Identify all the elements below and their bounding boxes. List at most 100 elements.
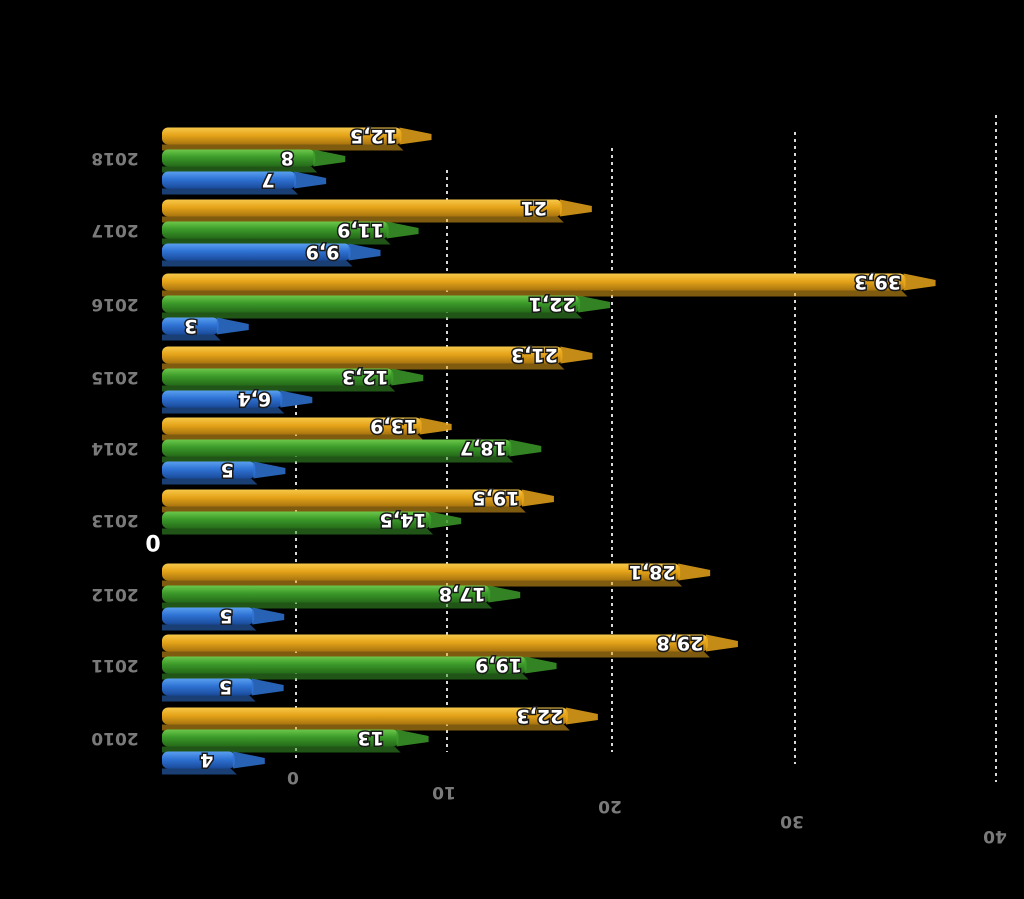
bar-depth-blue: [162, 695, 256, 702]
category-label-2011: 2011: [91, 655, 138, 675]
data-label-green: 11,9: [337, 219, 384, 241]
data-label-orange: 21: [521, 197, 547, 219]
data-label-orange: 12,5: [350, 125, 397, 147]
bar-blue-2017: [162, 243, 381, 267]
bar-face-green: [162, 656, 527, 674]
bar-depth-blue: [162, 334, 221, 341]
bar-face-orange: [162, 346, 563, 364]
bar-green-2014: [162, 439, 542, 463]
category-label-2013: 2013: [91, 510, 138, 530]
bar-depth-blue: [162, 260, 353, 267]
bar-cap-blue: [216, 317, 249, 335]
bar-face-orange: [162, 273, 906, 291]
bar-face-blue: [162, 678, 254, 696]
bar-cap-blue: [294, 171, 327, 189]
bar-cap-orange: [399, 127, 432, 145]
bar-depth-orange: [162, 216, 564, 223]
data-label-orange: 29,8: [656, 632, 703, 654]
bar-cap-blue: [348, 243, 381, 261]
data-label-green: 18,7: [460, 437, 507, 459]
bar-face-blue: [162, 390, 283, 408]
bar-depth-orange: [162, 506, 526, 513]
bar-green-2010: [162, 729, 429, 753]
bar-face-green: [162, 149, 316, 167]
bar-green-2015: [162, 368, 424, 392]
bar-orange-2010: [162, 707, 598, 731]
bar-face-orange: [162, 563, 681, 581]
zero-marker-label: 0: [145, 533, 160, 558]
bar-cap-orange: [903, 273, 936, 291]
bar-orange-2011: [162, 634, 738, 658]
bar-blue-2018: [162, 171, 327, 195]
bar-blue-2016: [162, 317, 249, 341]
data-label-blue: 5: [220, 605, 233, 627]
data-label-green: 8: [281, 147, 294, 169]
bar-cap-orange: [521, 489, 554, 507]
bar-depth-green: [162, 238, 391, 245]
bar-depth-orange: [162, 144, 404, 151]
bar-orange-2012: [162, 563, 711, 587]
bar-depth-green: [162, 673, 529, 680]
data-label-orange: 28,1: [629, 561, 676, 583]
bar-face-blue: [162, 607, 255, 625]
bar-cap-blue: [232, 751, 265, 769]
bar-face-orange: [162, 634, 708, 652]
data-label-green: 13: [357, 727, 383, 749]
data-label-blue: 5: [219, 676, 232, 698]
bar-orange-2015: [162, 346, 593, 370]
bar-cap-orange: [565, 707, 598, 725]
bar-green-2018: [162, 149, 346, 173]
data-label-green: 19,9: [475, 654, 522, 676]
bar-depth-green: [162, 602, 493, 609]
bar-green-2013: [162, 511, 462, 535]
bar-blue-2011: [162, 678, 284, 702]
bar-depth-orange: [162, 724, 570, 731]
x-tick-label: 20: [598, 796, 622, 816]
bar-cap-green: [386, 221, 419, 239]
bars-layer: [162, 127, 936, 775]
bar-depth-orange: [162, 580, 683, 587]
category-label-2010: 2010: [91, 728, 138, 748]
bar-cap-orange: [705, 634, 738, 652]
data-label-blue: 3: [184, 315, 197, 337]
bar-face-green: [162, 295, 581, 313]
bar-cap-green: [578, 295, 611, 313]
data-label-blue: 6,4: [237, 388, 271, 410]
bar-cap-orange: [678, 563, 711, 581]
data-label-orange: 22,3: [516, 705, 563, 727]
bar-depth-green: [162, 166, 318, 173]
bar-green-2011: [162, 656, 557, 680]
bar-cap-green: [524, 656, 557, 674]
bar-orange-2016: [162, 273, 936, 297]
bar-depth-orange: [162, 363, 565, 370]
bar-green-2012: [162, 585, 521, 609]
bar-face-orange: [162, 199, 562, 217]
bar-face-orange: [162, 489, 524, 507]
bar-face-orange: [162, 127, 402, 145]
x-tick-label: 40: [983, 826, 1007, 846]
bar-cap-blue: [251, 678, 284, 696]
bar-face-blue: [162, 751, 235, 769]
bar-cap-green: [429, 511, 462, 529]
bar-depth-blue: [162, 768, 237, 775]
data-label-orange: 19,5: [472, 487, 519, 509]
bar-cap-orange: [559, 199, 592, 217]
bar-depth-green: [162, 746, 401, 753]
bar-blue-2015: [162, 390, 313, 414]
bar-depth-blue: [162, 624, 257, 631]
bar-cap-orange: [560, 346, 593, 364]
bar-orange-2017: [162, 199, 592, 223]
bar-cap-blue: [252, 607, 285, 625]
bar-cap-green: [396, 729, 429, 747]
bar-face-blue: [162, 171, 297, 189]
bar-green-2016: [162, 295, 611, 319]
bar-cap-blue: [280, 390, 313, 408]
bar-cap-orange: [419, 417, 452, 435]
bar-depth-green: [162, 312, 583, 319]
category-label-2012: 2012: [91, 584, 138, 604]
bar-cap-green: [488, 585, 521, 603]
data-label-orange: 21,3: [511, 344, 558, 366]
bar-green-2017: [162, 221, 419, 245]
data-label-blue: 4: [200, 749, 213, 771]
